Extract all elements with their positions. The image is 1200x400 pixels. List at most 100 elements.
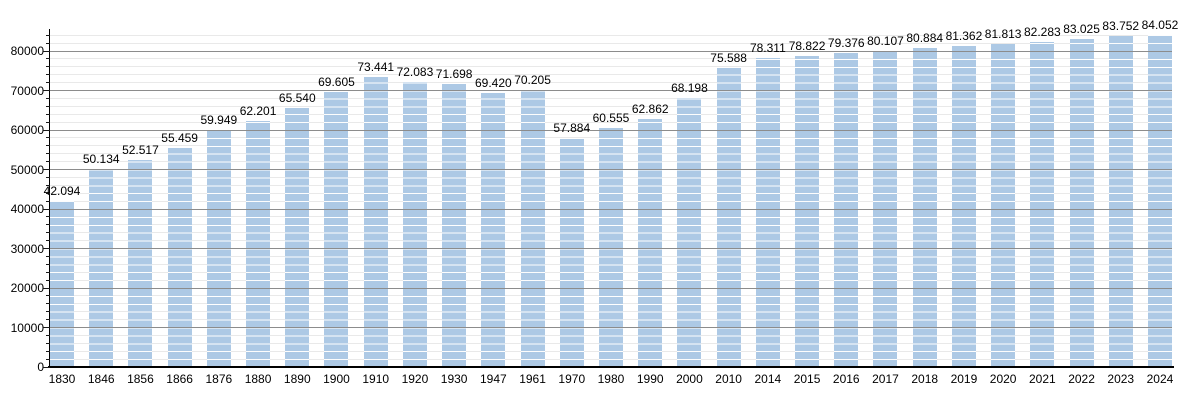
- bar-value-label: 78.311: [749, 40, 786, 55]
- x-tick-label: 2023: [1107, 372, 1135, 386]
- gridline-minor: [50, 74, 1172, 76]
- x-tick-label: 1900: [323, 372, 350, 386]
- y-major-tick: [43, 366, 50, 368]
- gridline-major: [50, 327, 1172, 329]
- bar-value-label: 62.862: [631, 101, 669, 116]
- y-minor-tick: [46, 358, 50, 360]
- bar-1846: [89, 168, 114, 367]
- y-minor-tick: [46, 271, 50, 273]
- y-tick-label: 10000: [10, 320, 44, 335]
- y-minor-tick: [46, 311, 50, 313]
- y-minor-tick: [46, 334, 50, 336]
- gridline-minor: [50, 58, 1172, 60]
- x-tick-label: 1856: [127, 372, 154, 386]
- bar-2000: [677, 97, 702, 367]
- x-tick-label: 2000: [676, 372, 703, 386]
- bar-value-label: 71.698: [435, 66, 473, 81]
- bar-value-label: 62.201: [239, 104, 277, 119]
- bar-1890: [285, 108, 310, 367]
- bar-value-label: 75.588: [710, 51, 747, 66]
- x-tick-label: 1930: [440, 372, 468, 386]
- bar-1910: [363, 76, 388, 367]
- y-major-tick: [43, 248, 50, 249]
- x-tick-label: 1830: [48, 372, 76, 386]
- bar-value-label: 42.094: [43, 183, 81, 198]
- y-minor-tick: [46, 58, 50, 60]
- bar-value-label: 50.134: [82, 151, 120, 166]
- y-minor-tick: [46, 121, 50, 123]
- x-tick-label: 2014: [754, 372, 782, 386]
- bar-2015: [795, 55, 820, 367]
- y-tick-label: 80000: [10, 44, 44, 58]
- y-minor-tick: [46, 113, 50, 115]
- bar-value-label: 69.605: [318, 75, 355, 90]
- bar-1900: [324, 92, 349, 367]
- bar-value-label: 73.441: [357, 59, 395, 74]
- y-tick-label: 40000: [10, 202, 44, 216]
- bar-value-label: 80.107: [867, 33, 904, 48]
- x-tick-label: 2022: [1068, 372, 1095, 386]
- y-major-tick: [43, 50, 50, 52]
- x-tick-label: 1846: [87, 372, 115, 386]
- y-minor-tick: [46, 240, 50, 242]
- y-major-tick: [43, 129, 50, 131]
- bar-value-label: 84.052: [1141, 17, 1179, 32]
- x-tick-label: 2010: [715, 372, 742, 386]
- bar-value-label: 78.822: [788, 38, 826, 53]
- bar-value-label: 68.198: [671, 80, 708, 95]
- gridline-minor: [50, 82, 1172, 84]
- bar-1947: [481, 92, 506, 367]
- x-tick-label: 1880: [244, 372, 272, 386]
- y-minor-tick: [46, 105, 50, 107]
- y-minor-tick: [46, 184, 50, 186]
- y-minor-tick: [46, 82, 50, 84]
- y-minor-tick: [46, 66, 50, 68]
- y-tick-label: 20000: [10, 281, 44, 295]
- bar-value-label: 81.362: [945, 28, 983, 43]
- x-tick-label: 1947: [479, 372, 507, 386]
- y-minor-tick: [46, 34, 50, 36]
- x-tick-label: 2015: [793, 372, 821, 386]
- bar-2014: [755, 57, 780, 367]
- bar-value-label: 70.205: [514, 72, 551, 87]
- y-major-tick: [43, 90, 50, 91]
- y-minor-tick: [46, 224, 50, 226]
- y-minor-tick: [46, 145, 50, 147]
- y-tick-label: 70000: [10, 83, 44, 98]
- gridline-major: [50, 208, 1172, 210]
- x-tick-label: 1866: [166, 372, 193, 386]
- gridline-minor: [50, 34, 1172, 36]
- bar-1930: [442, 83, 467, 367]
- x-tick-label: 2024: [1146, 372, 1174, 386]
- y-tick-label: 50000: [10, 162, 44, 177]
- bar-2020: [991, 43, 1016, 367]
- bar-2021: [1030, 41, 1055, 367]
- bar-2023: [1108, 36, 1133, 367]
- x-tick-label: 1990: [636, 372, 664, 386]
- plot-area: [50, 29, 1172, 367]
- y-minor-tick: [46, 153, 50, 155]
- y-tick-label: 60000: [10, 123, 44, 137]
- x-tick-label: 2018: [911, 372, 939, 386]
- bar-1830: [50, 200, 74, 367]
- y-minor-tick: [46, 161, 50, 163]
- bar-value-label: 72.083: [396, 65, 434, 80]
- y-minor-tick: [46, 97, 50, 99]
- y-minor-tick: [46, 303, 50, 305]
- bar-1990: [638, 118, 663, 367]
- y-minor-tick: [46, 342, 50, 344]
- bar-1866: [167, 147, 192, 367]
- bar-value-label: 79.376: [827, 36, 865, 51]
- gridline-minor: [50, 113, 1172, 115]
- bar-value-label: 52.517: [122, 142, 159, 157]
- x-tick-label: 2017: [872, 372, 899, 386]
- bar-1961: [520, 89, 545, 367]
- y-tick-label: 30000: [10, 241, 44, 256]
- bar-2010: [716, 68, 741, 367]
- y-minor-tick: [46, 176, 50, 178]
- y-minor-tick: [46, 319, 50, 321]
- y-minor-tick: [46, 42, 50, 44]
- gridline-major: [50, 248, 1172, 250]
- x-tick-label: 1890: [283, 372, 311, 386]
- x-tick-label: 1980: [597, 372, 625, 386]
